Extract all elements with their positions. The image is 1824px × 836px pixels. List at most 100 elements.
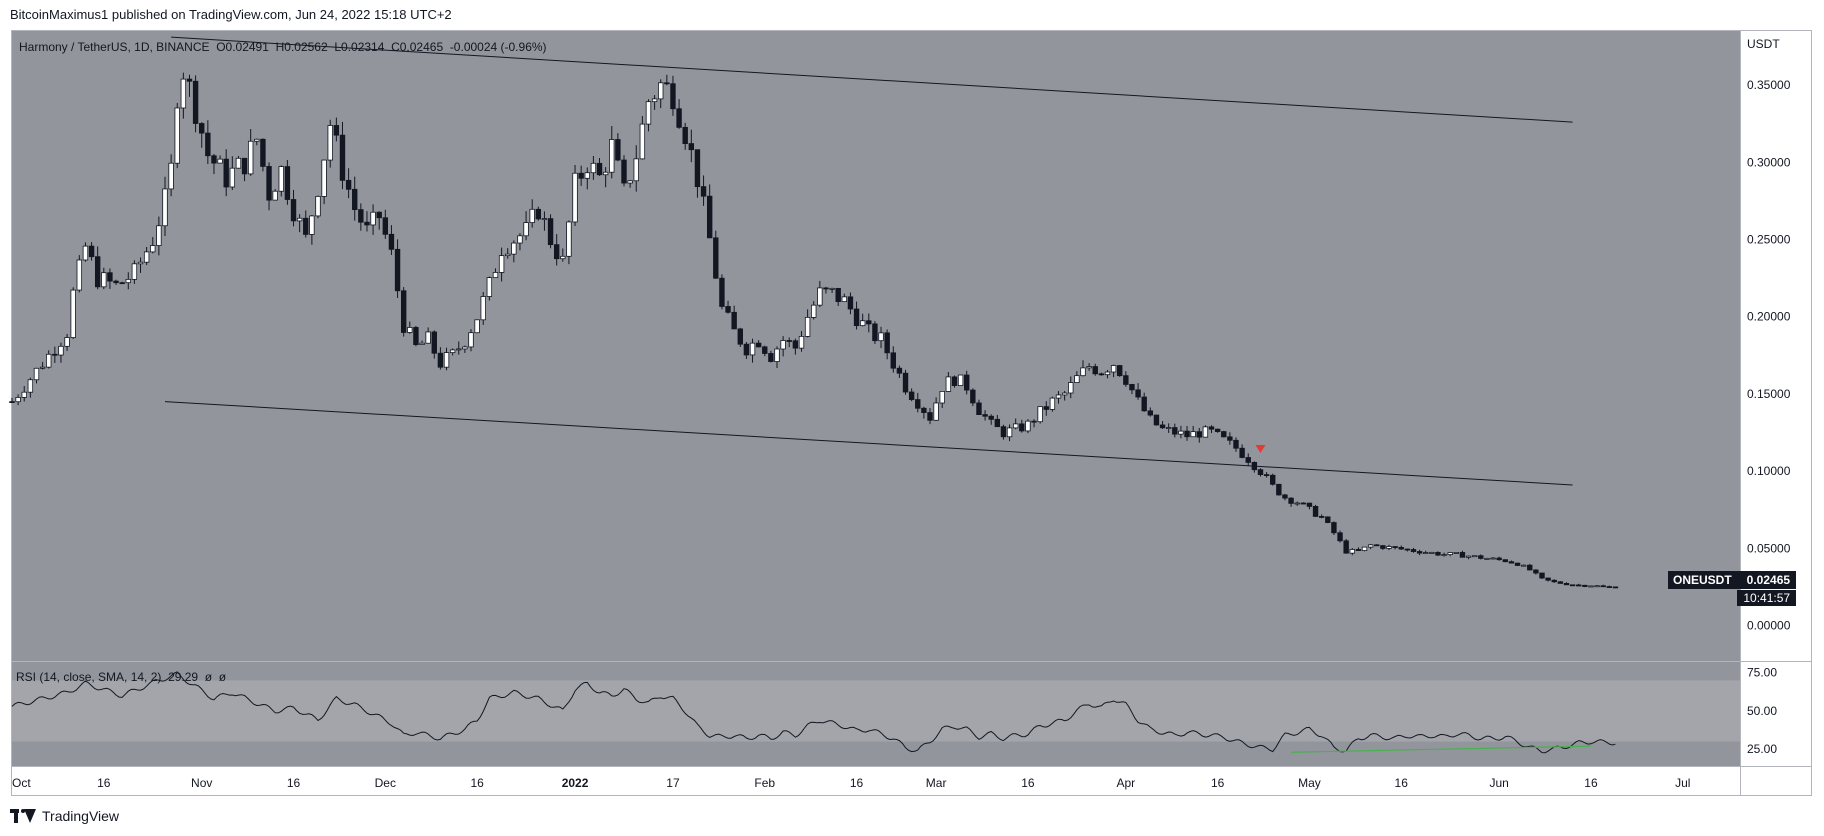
candle	[596, 157, 603, 176]
candle-body	[1068, 382, 1074, 394]
candle	[1282, 493, 1288, 501]
price-tick-label: 0.00000	[1747, 618, 1791, 632]
price-tick-label: 0.25000	[1747, 232, 1791, 246]
candle-body	[713, 237, 719, 279]
candle	[1012, 418, 1019, 430]
candle	[76, 255, 83, 293]
candle-body	[1361, 546, 1368, 551]
time-tick-label: Jul	[1675, 776, 1690, 790]
candle	[1453, 552, 1460, 554]
candle	[529, 199, 535, 228]
candle	[468, 329, 474, 352]
candle	[1465, 555, 1472, 560]
candle-body	[101, 272, 107, 288]
candle	[113, 279, 119, 285]
candle	[266, 162, 272, 211]
candle-body	[327, 125, 333, 161]
candle-body	[688, 143, 695, 151]
candle-body	[902, 372, 909, 393]
candle-body	[988, 415, 994, 420]
candle-body	[798, 336, 805, 349]
candle-body	[1569, 584, 1576, 587]
candle	[394, 239, 401, 299]
candle	[1343, 538, 1349, 554]
candle-body	[1441, 554, 1447, 556]
candle-body	[492, 272, 499, 279]
candle	[872, 321, 878, 344]
candle-body	[1019, 423, 1025, 432]
candle-body	[1208, 426, 1215, 430]
candle-body	[1533, 569, 1539, 574]
candle-body	[58, 345, 64, 356]
candle	[1600, 584, 1606, 588]
candle-body	[229, 167, 236, 188]
candle-body	[1416, 551, 1423, 554]
candle	[1104, 369, 1111, 379]
candle-body	[547, 218, 554, 246]
candle-body	[609, 139, 615, 173]
candle	[462, 345, 468, 353]
candle	[768, 350, 774, 363]
candle	[1208, 425, 1215, 434]
candle-body	[284, 166, 291, 200]
candle	[627, 180, 633, 188]
candle-body	[419, 342, 425, 345]
candle-body	[443, 352, 450, 368]
candle	[339, 121, 346, 190]
candle-body	[431, 331, 437, 354]
candle	[609, 126, 615, 179]
candle-body	[76, 259, 83, 291]
candle-body	[1514, 562, 1521, 566]
candle-body	[915, 399, 921, 409]
time-tick-label: Feb	[754, 776, 775, 790]
candle-body	[333, 125, 340, 136]
candle-body	[1306, 502, 1313, 507]
candle-body	[211, 155, 217, 164]
candle-body	[927, 412, 933, 421]
candle-body	[486, 277, 493, 297]
candle	[645, 99, 652, 132]
candle-body	[682, 126, 688, 144]
candle-body	[1545, 577, 1551, 581]
candle-body	[1478, 555, 1484, 559]
candle-body	[180, 78, 187, 109]
rsi-extra-2: ø	[218, 670, 227, 684]
candle	[700, 175, 707, 206]
candle	[1331, 521, 1337, 536]
candle	[413, 325, 419, 347]
candle	[682, 122, 688, 150]
candle-body	[1129, 384, 1135, 391]
footer: TradingView	[10, 808, 119, 824]
candle	[1233, 437, 1239, 452]
candle-body	[749, 342, 756, 356]
candle-body	[590, 162, 597, 174]
candle-body	[254, 138, 260, 142]
candle-body	[1104, 371, 1111, 376]
candle-body	[1404, 548, 1411, 551]
candle-body	[462, 346, 468, 350]
candle-body	[859, 320, 866, 327]
candle	[1355, 547, 1362, 551]
candle-body	[52, 353, 58, 356]
candle-body	[382, 217, 389, 235]
candle	[1123, 371, 1129, 387]
candle	[382, 209, 389, 239]
candle-body	[1012, 423, 1019, 429]
candle-body	[939, 391, 945, 404]
candle	[1349, 548, 1355, 556]
candle-body	[1484, 557, 1490, 560]
candle-body	[119, 282, 125, 285]
candle	[706, 184, 713, 239]
candle-body	[792, 340, 799, 349]
candle	[590, 156, 597, 180]
price-axis-currency: USDT	[1747, 37, 1780, 51]
candle-body	[186, 78, 193, 82]
candle-body	[364, 221, 370, 226]
candle-body	[1606, 586, 1613, 588]
candle	[364, 211, 370, 232]
candle	[547, 214, 554, 249]
candle	[884, 329, 890, 360]
tradingview-logo-icon	[10, 809, 36, 823]
time-tick-label: Oct	[12, 776, 31, 790]
